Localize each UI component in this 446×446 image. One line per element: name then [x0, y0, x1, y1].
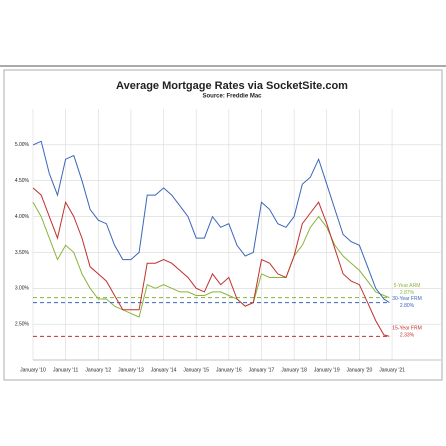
y-tick-label: 3.50% [15, 250, 30, 256]
x-tick-label: January '20 [347, 367, 373, 373]
x-tick-label: January '10 [20, 367, 46, 373]
y-tick-label: 3.00% [15, 286, 30, 292]
x-tick-label: January '16 [216, 367, 242, 373]
x-tick-label: January '11 [53, 367, 79, 373]
x-tick-label: January '13 [118, 367, 144, 373]
final-rate-name: 15-Year FRM [392, 326, 422, 332]
x-tick-label: January '15 [183, 367, 209, 373]
y-tick-label: 2.50% [15, 321, 30, 327]
final-rate-label: 2.33% [400, 333, 415, 339]
chart-title: Average Mortgage Rates via SocketSite.co… [116, 80, 348, 92]
final-rate-label: 2.87% [400, 290, 415, 296]
x-tick-label: January '17 [249, 367, 275, 373]
y-tick-label: 4.00% [15, 214, 30, 220]
final-rate-name: 30-Year FRM [392, 296, 422, 302]
chart-frame [3, 69, 443, 381]
chart-subtitle: Source: Freddie Mac [202, 94, 262, 100]
final-rate-label: 2.80% [400, 303, 415, 309]
x-tick-label: January '14 [151, 367, 177, 373]
x-tick-label: January '12 [85, 367, 111, 373]
x-tick-label: January '21 [379, 367, 405, 373]
series-line [32, 187, 390, 337]
x-tick-label: January '18 [281, 367, 307, 373]
series-line [32, 140, 390, 304]
x-tick-label: January '19 [314, 367, 340, 373]
y-tick-label: 4.50% [15, 178, 30, 184]
y-tick-label: 5.00% [15, 142, 30, 148]
final-rate-name: 5-Year ARM [394, 283, 421, 289]
